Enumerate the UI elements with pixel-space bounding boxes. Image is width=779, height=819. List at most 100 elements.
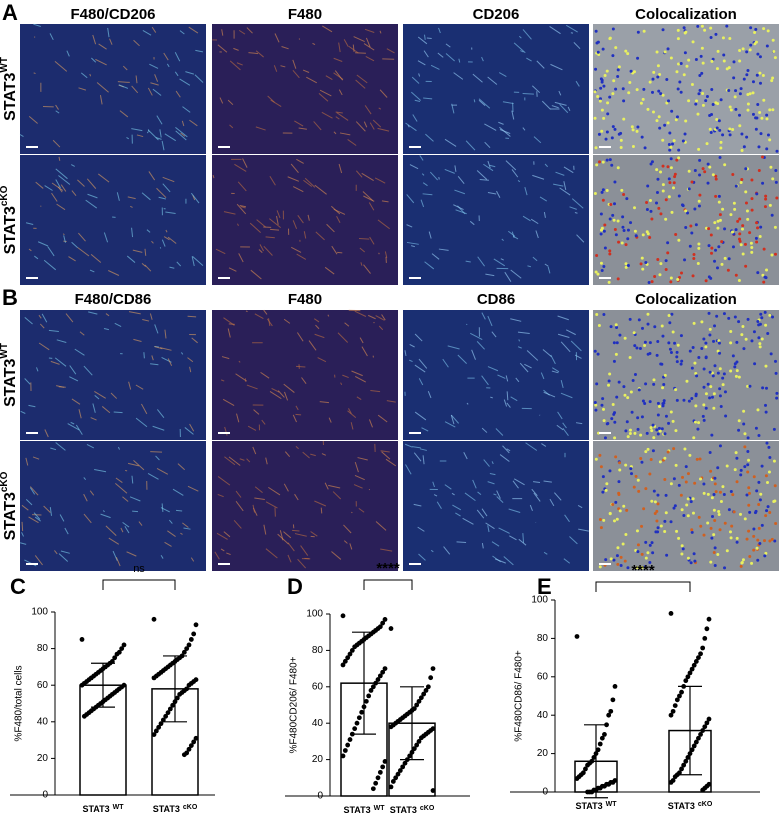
significance-bracket <box>595 581 691 592</box>
decor-dot <box>735 540 739 544</box>
decor-fiber <box>166 63 170 68</box>
decor-dot <box>632 485 636 489</box>
data-point <box>674 697 680 703</box>
decor-fiber <box>149 313 153 320</box>
row-label: STAT3WT <box>0 57 19 121</box>
decor-fiber <box>39 323 45 329</box>
decor-dot <box>673 172 677 176</box>
decor-dot <box>657 89 661 93</box>
decor-fiber <box>62 233 65 236</box>
decor-fiber <box>141 263 147 267</box>
decor-fiber <box>181 120 185 127</box>
decor-fiber <box>444 138 457 147</box>
decor-dot <box>762 280 766 284</box>
decor-dot <box>747 529 751 533</box>
category-label: STAT3 <box>668 801 695 811</box>
decor-fiber <box>280 65 286 68</box>
decor-dot <box>699 54 703 58</box>
decor-dot <box>739 564 743 568</box>
data-point <box>112 655 118 661</box>
decor-fiber <box>363 121 368 128</box>
decor-dot <box>717 509 721 513</box>
decor-dot <box>771 315 775 319</box>
decor-dot <box>643 565 647 569</box>
decor-dot <box>607 379 611 383</box>
decor-dot <box>691 497 695 501</box>
decor-fiber <box>307 214 310 221</box>
decor-dot <box>685 379 689 383</box>
decor-fiber <box>331 245 338 255</box>
decor-fiber <box>191 337 198 344</box>
decor-fiber <box>141 403 148 415</box>
decor-dot <box>723 256 727 260</box>
decor-fiber <box>423 50 429 58</box>
decor-fiber <box>318 92 329 102</box>
decor-fiber <box>94 390 106 399</box>
decor-dot <box>733 468 737 472</box>
decor-fiber <box>417 36 428 45</box>
decor-dot <box>630 410 634 414</box>
decor-dot <box>739 243 743 247</box>
decor-dot <box>608 469 612 473</box>
decor-fiber <box>78 409 82 419</box>
decor-dot <box>692 252 696 256</box>
data-point <box>375 677 381 682</box>
decor-dot <box>751 80 755 84</box>
data-point <box>393 775 399 781</box>
decor-fiber <box>412 446 421 449</box>
decor-fiber <box>372 119 382 128</box>
decor-dot <box>698 457 702 461</box>
decor-dot <box>607 383 611 387</box>
decor-fiber <box>418 553 426 561</box>
decor-fiber <box>161 239 166 247</box>
data-point <box>181 649 187 655</box>
decor-fiber <box>265 457 268 465</box>
decor-fiber <box>350 422 354 430</box>
decor-fiber <box>28 248 32 252</box>
decor-dot <box>623 559 627 563</box>
image-bg <box>403 441 589 571</box>
decor-dot <box>670 312 674 316</box>
decor-dot <box>632 70 636 74</box>
decor-dot <box>619 138 623 142</box>
decor-fiber <box>327 314 330 317</box>
decor-fiber <box>125 469 128 472</box>
decor-dot <box>601 160 605 164</box>
decor-fiber <box>151 240 154 244</box>
decor-fiber <box>338 42 341 53</box>
decor-fiber <box>409 343 415 348</box>
data-point <box>377 673 383 679</box>
decor-dot <box>615 395 619 399</box>
category-sup: WT <box>113 804 125 811</box>
decor-dot <box>626 228 630 232</box>
decor-dot <box>755 489 759 493</box>
decor-dot <box>614 233 618 237</box>
decor-fiber <box>506 402 511 408</box>
decor-dot <box>617 380 621 384</box>
decor-dot <box>656 530 660 534</box>
decor-dot <box>595 313 599 317</box>
decor-fiber <box>255 126 266 131</box>
decor-dot <box>663 519 667 523</box>
decor-fiber <box>190 557 195 562</box>
decor-dot <box>764 364 768 368</box>
decor-dot <box>622 228 626 232</box>
decor-dot <box>770 537 774 541</box>
decor-fiber <box>179 30 185 35</box>
decor-fiber <box>131 85 139 94</box>
decor-dot <box>759 225 763 229</box>
decor-dot <box>702 418 706 422</box>
decor-dot <box>763 275 767 279</box>
data-point <box>345 655 351 661</box>
decor-dot <box>606 422 610 426</box>
decor-dot <box>655 201 659 205</box>
decor-dot <box>656 339 660 343</box>
decor-dot <box>696 262 700 266</box>
decor-dot <box>675 350 679 354</box>
decor-fiber <box>445 53 455 62</box>
decor-dot <box>746 384 750 388</box>
decor-fiber <box>233 47 239 51</box>
decor-fiber <box>192 256 204 267</box>
decor-dot <box>699 477 703 481</box>
decor-dot <box>605 69 609 73</box>
